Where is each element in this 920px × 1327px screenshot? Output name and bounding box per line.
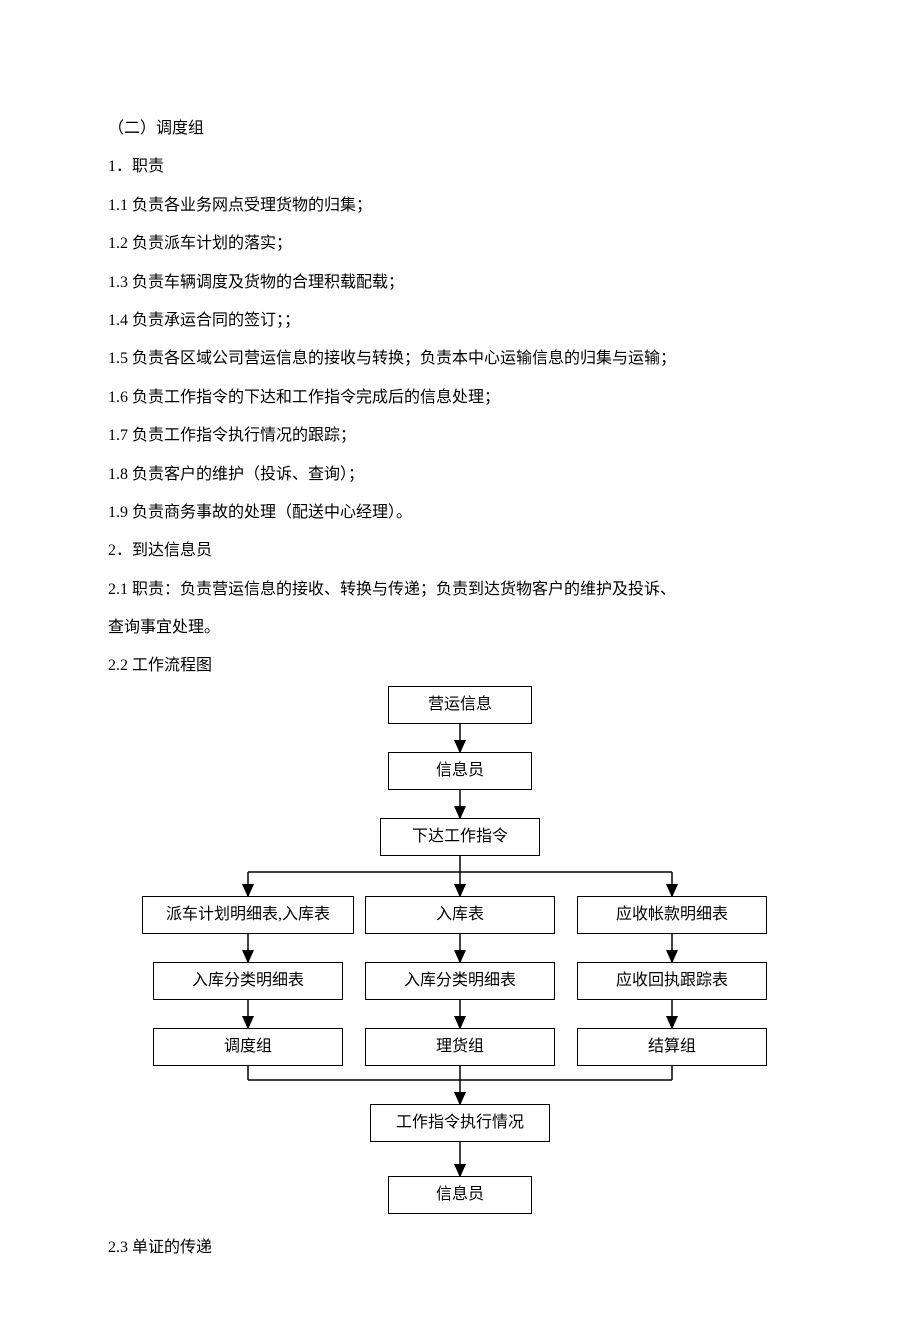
item-1-7: 1.7 负责工作指令执行情况的跟踪； [108, 417, 812, 455]
flow-node-mid-3: 理货组 [365, 1028, 555, 1066]
flow-node-right-1: 应收帐款明细表 [577, 896, 767, 934]
flow-node-left-2: 入库分类明细表 [153, 962, 343, 1000]
item-1-1: 1.1 负责各业务网点受理货物的归集； [108, 187, 812, 225]
item-1-8: 1.8 负责客户的维护（投诉、查询）； [108, 456, 812, 494]
flow-node-left-1: 派车计划明细表,入库表 [142, 896, 354, 934]
item-2-1-line-a: 2.1 职责：负责营运信息的接收、转换与传递；负责到达货物客户的维护及投诉、 [108, 571, 812, 609]
item-1-3: 1.3 负责车辆调度及货物的合理积载配载； [108, 264, 812, 302]
flow-node-right-3: 结算组 [577, 1028, 767, 1066]
item-1-2: 1.2 负责派车计划的落实； [108, 225, 812, 263]
item-1-9: 1.9 负责商务事故的处理（配送中心经理）。 [108, 494, 812, 532]
flow-node-mid-1: 入库表 [365, 896, 555, 934]
flow-node-right-2: 应收回执跟踪表 [577, 962, 767, 1000]
workflow-flowchart: 营运信息信息员下达工作指令派车计划明细表,入库表入库分类明细表调度组入库表入库分… [108, 686, 812, 1221]
flow-node-operating-info: 营运信息 [388, 686, 532, 724]
item-1-title: 1．职责 [108, 148, 812, 186]
item-2-2: 2.2 工作流程图 [108, 647, 812, 685]
item-2-3: 2.3 单证的传递 [108, 1229, 812, 1267]
flow-node-mid-2: 入库分类明细表 [365, 962, 555, 1000]
item-2-title: 2．到达信息员 [108, 532, 812, 570]
document-page: （二）调度组 1．职责 1.1 负责各业务网点受理货物的归集； 1.2 负责派车… [0, 0, 920, 1327]
item-1-5: 1.5 负责各区域公司营运信息的接收与转换；负责本中心运输信息的归集与运输； [108, 340, 812, 378]
item-1-4: 1.4 负责承运合同的签订；； [108, 302, 812, 340]
flow-node-info-clerk-top: 信息员 [388, 752, 532, 790]
flow-node-info-clerk-bot: 信息员 [388, 1176, 532, 1214]
item-2-1-line-b: 查询事宜处理。 [108, 609, 812, 647]
flow-node-exec-status: 工作指令执行情况 [370, 1104, 550, 1142]
item-1-6: 1.6 负责工作指令的下达和工作指令完成后的信息处理； [108, 379, 812, 417]
flow-node-left-3: 调度组 [153, 1028, 343, 1066]
flow-node-issue-order: 下达工作指令 [380, 818, 540, 856]
section-heading: （二）调度组 [108, 110, 812, 148]
